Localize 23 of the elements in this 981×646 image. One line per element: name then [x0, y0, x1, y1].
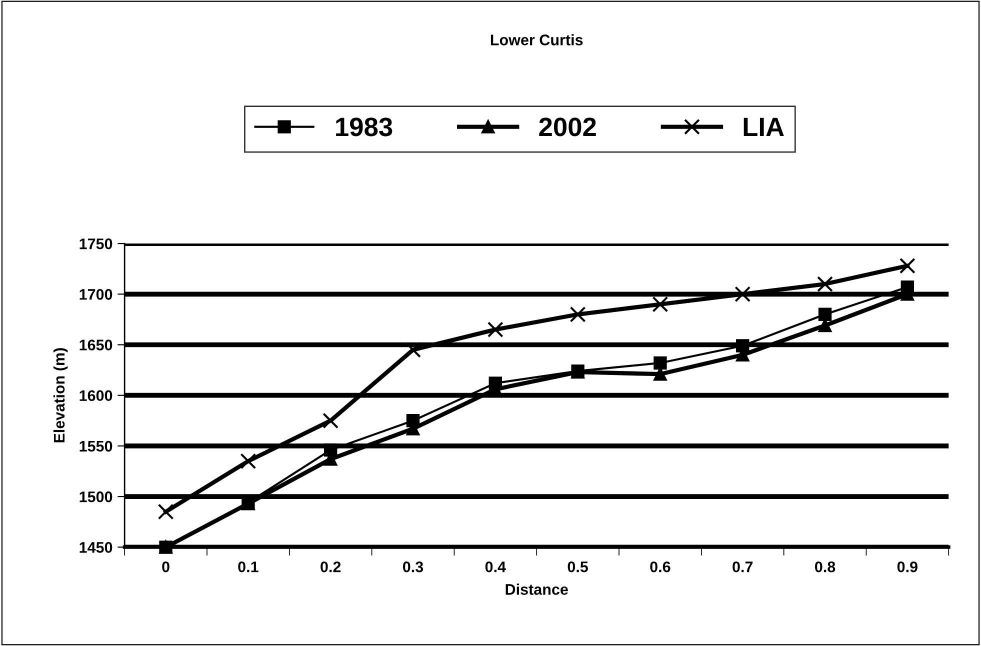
y-tick-label: 1700 — [80, 289, 112, 300]
y-tick-label: 1650 — [80, 340, 112, 350]
x-tick-label: 0.8 — [815, 561, 836, 572]
legend-label: 2002 — [539, 118, 596, 136]
y-tick-label: 1500 — [80, 491, 112, 502]
x-axis-title: Distance — [506, 584, 568, 595]
y-axis-title: Elevation (m) — [53, 348, 68, 442]
y-tick-label: 1600 — [80, 390, 112, 402]
x-tick-label: 0.3 — [402, 561, 424, 572]
y-tick-label: 1450 — [80, 542, 112, 553]
x-tick-label: 0.4 — [485, 561, 506, 572]
x-tick-label: 0.6 — [650, 561, 670, 572]
x-tick-label: 0.5 — [568, 561, 588, 572]
x-tick-label: 0.2 — [320, 561, 341, 572]
x-tick-label: 0.1 — [238, 561, 258, 572]
y-tick-label: 1750 — [80, 238, 112, 250]
y-tick-label: 1550 — [80, 440, 112, 452]
x-tick-label: 0 — [162, 561, 170, 572]
legend-label: 1983 — [336, 118, 392, 136]
x-tick-label: 0.9 — [897, 561, 918, 572]
chart-title: Lower Curtis — [490, 34, 583, 46]
x-tick-label: 0.7 — [732, 561, 753, 572]
legend-label: LIA — [744, 118, 784, 136]
